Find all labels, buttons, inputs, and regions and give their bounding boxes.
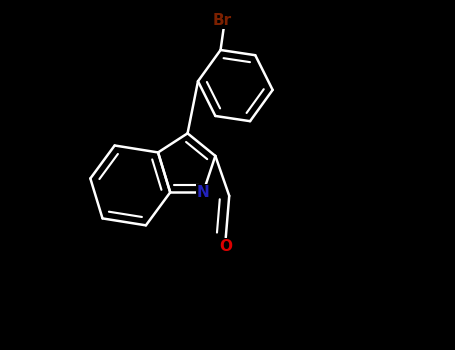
Text: O: O: [219, 239, 232, 254]
Text: N: N: [197, 185, 210, 200]
Text: Br: Br: [213, 13, 232, 28]
